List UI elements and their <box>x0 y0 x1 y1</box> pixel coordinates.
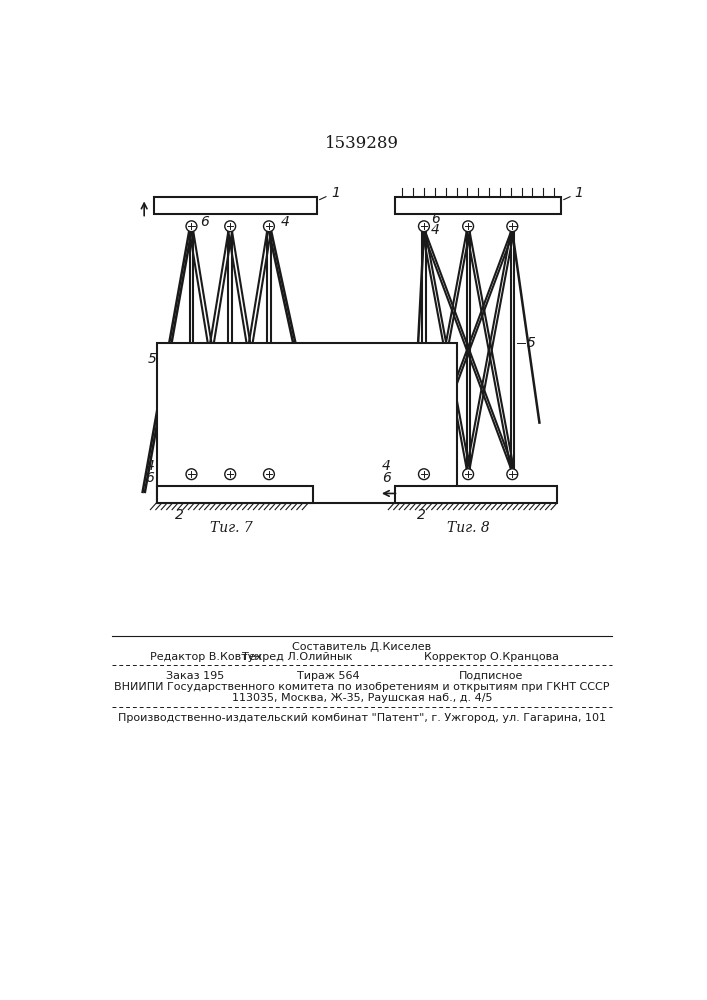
Polygon shape <box>395 197 561 214</box>
Text: 5: 5 <box>148 352 156 366</box>
Polygon shape <box>395 486 557 503</box>
Text: 2: 2 <box>175 508 185 522</box>
Text: 1: 1 <box>574 186 583 200</box>
Text: Редактор В.Ковтун: Редактор В.Ковтун <box>151 652 262 662</box>
Polygon shape <box>156 486 313 503</box>
Circle shape <box>225 469 235 480</box>
Text: Τиг. 7: Τиг. 7 <box>211 521 253 535</box>
Text: Составитель Д.Киселев: Составитель Д.Киселев <box>293 642 431 652</box>
Circle shape <box>264 221 274 232</box>
Circle shape <box>186 221 197 232</box>
Circle shape <box>419 221 429 232</box>
Text: 5: 5 <box>526 336 535 350</box>
Circle shape <box>186 469 197 480</box>
Text: 113035, Москва, Ж-35, Раушская наб., д. 4/5: 113035, Москва, Ж-35, Раушская наб., д. … <box>232 693 492 703</box>
Circle shape <box>264 469 274 480</box>
Polygon shape <box>154 197 317 214</box>
Circle shape <box>225 221 235 232</box>
Text: 4: 4 <box>382 460 391 474</box>
Text: 4: 4 <box>146 460 154 474</box>
Circle shape <box>419 469 429 480</box>
Text: 1539289: 1539289 <box>325 135 399 152</box>
Text: Заказ 195: Заказ 195 <box>166 671 224 681</box>
Text: 6: 6 <box>200 215 209 229</box>
Text: 4: 4 <box>431 223 440 237</box>
Text: Техред Л.Олийнык: Техред Л.Олийнык <box>243 652 353 662</box>
Text: Подписное: Подписное <box>459 671 524 681</box>
Text: 4: 4 <box>281 215 289 229</box>
Text: 6: 6 <box>431 212 440 226</box>
Text: 6: 6 <box>146 471 154 485</box>
Text: 2: 2 <box>417 508 426 522</box>
Text: ВНИИПИ Государственного комитета по изобретениям и открытиям при ГКНТ СССР: ВНИИПИ Государственного комитета по изоб… <box>115 682 609 692</box>
Text: Производственно-издательский комбинат "Патент", г. Ужгород, ул. Гагарина, 101: Производственно-издательский комбинат "П… <box>118 713 606 723</box>
Text: 1: 1 <box>331 186 340 200</box>
Circle shape <box>507 469 518 480</box>
Polygon shape <box>156 343 457 503</box>
Circle shape <box>507 221 518 232</box>
Text: Корректор О.Кранцова: Корректор О.Кранцова <box>424 652 559 662</box>
Text: Тираж 564: Тираж 564 <box>298 671 360 681</box>
Circle shape <box>462 469 474 480</box>
Text: Τиг. 8: Τиг. 8 <box>447 521 489 535</box>
Circle shape <box>462 221 474 232</box>
Text: 6: 6 <box>382 471 391 485</box>
